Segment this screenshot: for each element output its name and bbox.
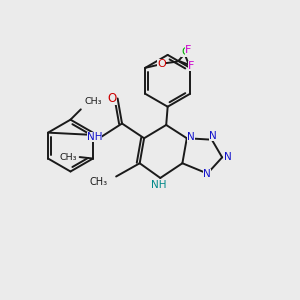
Text: Cl: Cl <box>181 47 192 57</box>
Text: F: F <box>188 61 194 71</box>
Text: N: N <box>187 132 195 142</box>
Text: N: N <box>224 152 231 162</box>
Text: F: F <box>185 46 191 56</box>
Text: CH₃: CH₃ <box>90 177 108 187</box>
Text: NH: NH <box>151 180 166 190</box>
Text: NH: NH <box>87 132 102 142</box>
Text: N: N <box>203 169 211 179</box>
Text: O: O <box>108 92 117 105</box>
Text: CH₃: CH₃ <box>59 153 77 162</box>
Text: O: O <box>157 59 166 69</box>
Text: N: N <box>209 131 217 141</box>
Text: CH₃: CH₃ <box>85 97 102 106</box>
